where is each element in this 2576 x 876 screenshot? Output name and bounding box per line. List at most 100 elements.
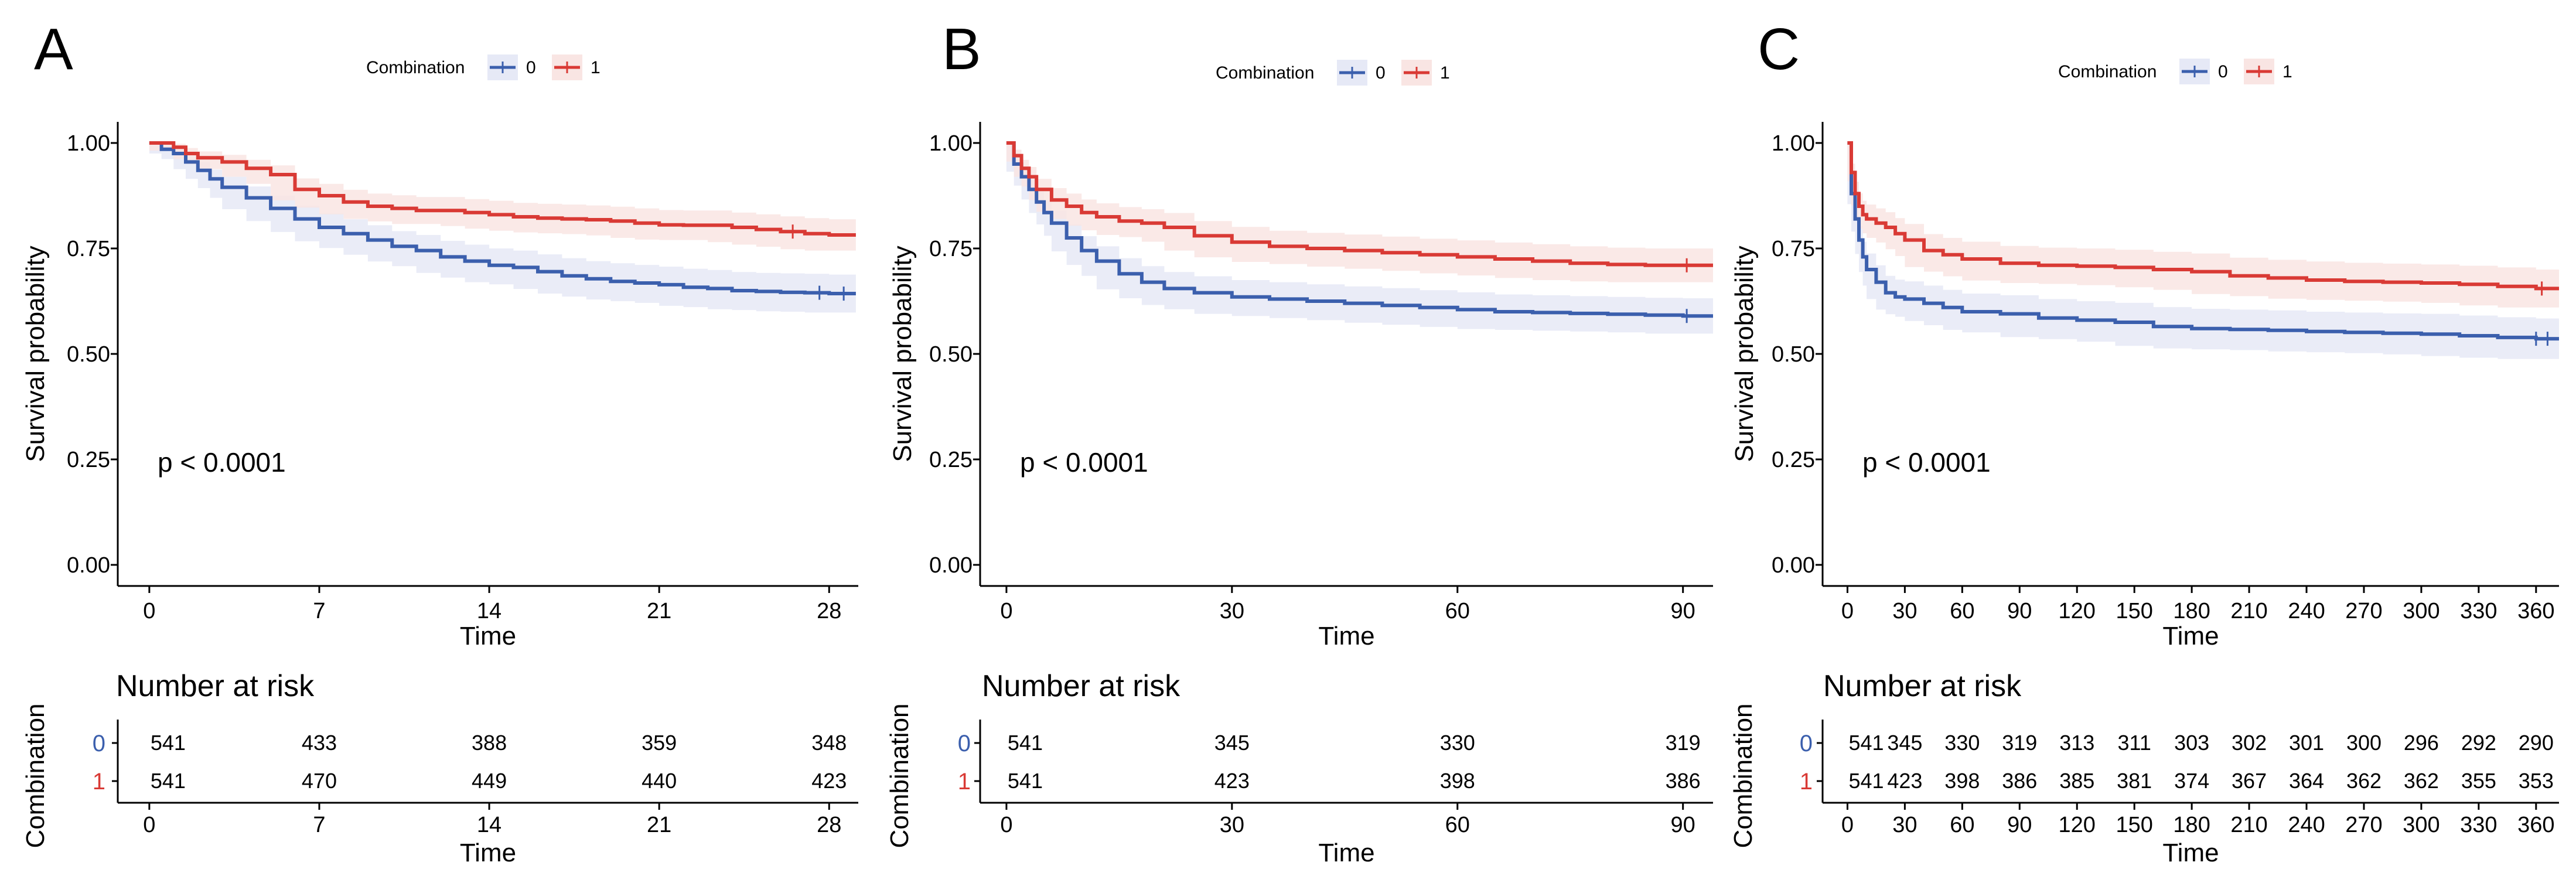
x-tick-label: 0 [1841, 599, 1854, 623]
risk-x-tick-label: 150 [2116, 813, 2152, 837]
x-tick-label: 240 [2288, 599, 2325, 623]
risk-count: 386 [2002, 769, 2037, 793]
x-axis-title: Time [1318, 622, 1374, 650]
risk-count: 541 [1008, 731, 1043, 755]
risk-count: 386 [1666, 769, 1701, 793]
risk-count: 385 [2059, 769, 2094, 793]
risk-row-label-0: 0 [1800, 731, 1813, 756]
x-tick-label: 180 [2173, 599, 2210, 623]
risk-table: Number at risk 0 541 345 330 319 313 311 303 302 3… [1729, 669, 2559, 867]
risk-count: 362 [2346, 769, 2381, 793]
legend-label-1: 1 [591, 58, 601, 77]
risk-count: 348 [811, 731, 847, 755]
x-tick-label: 30 [1892, 599, 1917, 623]
y-tick-label: 0.75 [1772, 237, 1815, 261]
risk-table: Number at risk 0 541 345 330 319 1 541 423 398 386… [885, 669, 1713, 867]
risk-y-axis-title: Combination [885, 703, 914, 848]
risk-count: 423 [1214, 769, 1250, 793]
risk-count: 303 [2174, 731, 2209, 755]
x-tick-label: 60 [1445, 599, 1470, 623]
risk-count: 541 [1848, 769, 1884, 793]
risk-x-tick-label: 270 [2345, 813, 2382, 837]
risk-count: 388 [472, 731, 507, 755]
x-axis-title: Time [460, 622, 516, 650]
panel-a: A Combination 0 1 0.00 0.25 0.50 0.75 1.00 0 7 14 21… [21, 16, 858, 867]
panel-label: C [1758, 16, 1800, 82]
y-tick-label: 0.50 [1772, 342, 1815, 367]
risk-count: 353 [2519, 769, 2554, 793]
legend-title: Combination [2058, 62, 2157, 81]
risk-count: 364 [2289, 769, 2324, 793]
x-tick-label: 120 [2059, 599, 2096, 623]
risk-x-tick-label: 180 [2173, 813, 2210, 837]
risk-x-tick-label: 7 [313, 813, 325, 837]
risk-count: 290 [2519, 731, 2554, 755]
risk-row-label-0: 0 [93, 731, 105, 756]
risk-x-tick-label: 240 [2288, 813, 2325, 837]
risk-x-tick-label: 21 [647, 813, 671, 837]
y-axis-title: Survival probability [1730, 246, 1759, 462]
y-tick-label: 0.50 [67, 342, 110, 367]
risk-count: 541 [151, 731, 186, 755]
x-tick-label: 330 [2460, 599, 2497, 623]
legend-label-0: 0 [1376, 63, 1386, 83]
risk-y-axis-title: Combination [21, 703, 50, 848]
risk-count: 300 [2346, 731, 2381, 755]
risk-count: 355 [2461, 769, 2496, 793]
x-axis-title: Time [2162, 622, 2219, 650]
legend-label-0: 0 [526, 58, 536, 77]
risk-count: 319 [2002, 731, 2037, 755]
risk-x-tick-label: 0 [1841, 813, 1854, 837]
risk-row-label-1: 1 [93, 769, 105, 795]
y-tick-label: 0.75 [67, 237, 110, 261]
risk-count: 433 [302, 731, 337, 755]
risk-count: 362 [2404, 769, 2439, 793]
survival-curve-1 [1006, 141, 1713, 267]
y-tick-label: 0.25 [1772, 448, 1815, 472]
risk-row-label-1: 1 [958, 769, 971, 795]
panel-b: B Combination 0 1 0.00 0.25 0.50 0.75 1.00 0 30 60 9… [885, 16, 1713, 867]
risk-count: 440 [642, 769, 677, 793]
risk-count: 423 [811, 769, 847, 793]
risk-count: 302 [2232, 731, 2267, 755]
risk-x-tick-label: 0 [143, 813, 155, 837]
legend: Combination 0 1 [1216, 60, 1450, 86]
x-tick-label: 300 [2403, 599, 2439, 623]
risk-table-title: Number at risk [982, 669, 1180, 703]
legend-label-1: 1 [1440, 63, 1450, 83]
risk-x-tick-label: 90 [2007, 813, 2032, 837]
y-tick-label: 0.75 [929, 237, 973, 261]
ci-band-0 [1847, 143, 2559, 359]
survival-curve-0 [1006, 141, 1713, 318]
risk-count: 311 [2117, 731, 2151, 755]
x-tick-label: 0 [1000, 599, 1012, 623]
p-value: p < 0.0001 [1862, 447, 1991, 478]
x-tick-label: 21 [647, 599, 671, 623]
risk-row-label-0: 0 [958, 731, 971, 756]
risk-x-tick-label: 330 [2460, 813, 2497, 837]
risk-count: 541 [151, 769, 186, 793]
y-tick-label: 0.25 [67, 448, 110, 472]
survival-curve-0 [149, 141, 856, 295]
panel-label: A [34, 16, 73, 82]
risk-x-tick-label: 30 [1220, 813, 1244, 837]
y-tick-label: 0.00 [929, 553, 973, 578]
risk-x-tick-label: 360 [2517, 813, 2554, 837]
x-tick-label: 60 [1950, 599, 1974, 623]
risk-count: 330 [1944, 731, 1980, 755]
risk-table-title: Number at risk [116, 669, 315, 703]
ci-band-0 [149, 143, 856, 313]
risk-count: 398 [1944, 769, 1980, 793]
risk-x-tick-label: 300 [2403, 813, 2439, 837]
ci-band-1 [1006, 143, 1713, 282]
risk-count: 345 [1887, 731, 1922, 755]
risk-count: 470 [302, 769, 337, 793]
risk-count: 301 [2289, 731, 2324, 755]
risk-x-axis-title: Time [1318, 838, 1374, 867]
risk-count: 398 [1440, 769, 1475, 793]
p-value: p < 0.0001 [158, 447, 286, 478]
survival-curve-1 [1847, 141, 2559, 291]
y-tick-label: 0.00 [1772, 553, 1815, 578]
y-tick-label: 1.00 [1772, 131, 1815, 156]
